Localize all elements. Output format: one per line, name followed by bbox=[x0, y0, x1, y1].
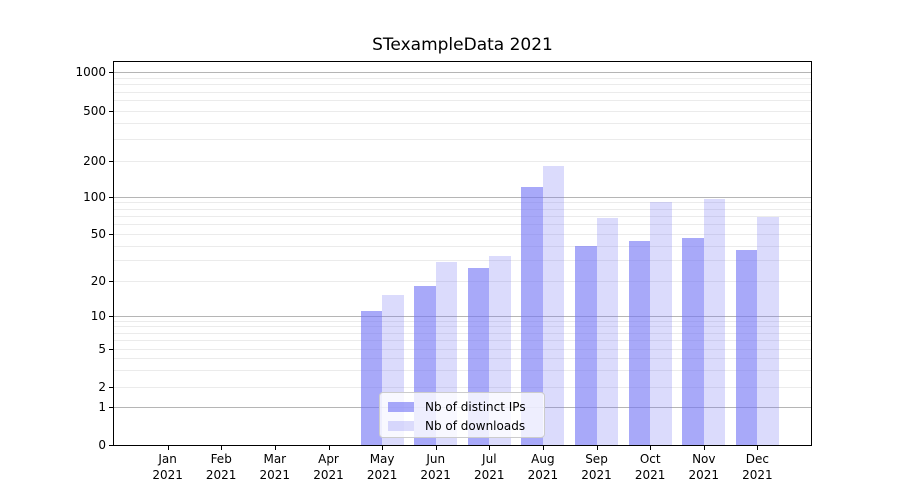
legend-row: Nb of distinct IPs bbox=[388, 397, 536, 416]
y-tick-label-20: 20 bbox=[90, 274, 106, 288]
y-tick-mark bbox=[109, 281, 113, 282]
bar-nb-of-downloads-nov bbox=[703, 199, 726, 445]
y-tick-label-1000: 1000 bbox=[75, 64, 106, 79]
bar-nb-of-downloads-oct bbox=[650, 202, 672, 445]
x-tick-label-feb-2021: Feb 2021 bbox=[205, 452, 237, 482]
x-tick-label-aug-2021: Aug 2021 bbox=[527, 452, 559, 482]
gridline-minor bbox=[114, 281, 811, 282]
x-tick-label-oct-2021: Oct 2021 bbox=[634, 452, 666, 482]
y-tick-mark bbox=[109, 160, 113, 162]
legend-swatch-distinct-ips bbox=[388, 401, 414, 412]
x-tick-label-mar-2021: Mar 2021 bbox=[259, 452, 291, 482]
y-tick-mark bbox=[109, 445, 113, 446]
bar-nb-of-downloads-dec bbox=[757, 216, 779, 445]
x-tick-mark bbox=[328, 446, 330, 450]
legend-label-downloads: Nb of downloads bbox=[425, 418, 526, 433]
bar-nb-of-downloads-aug bbox=[542, 166, 565, 445]
gridline-minor bbox=[114, 224, 811, 226]
y-tick-mark bbox=[109, 234, 113, 236]
x-tick-label-jul-2021: Jul 2021 bbox=[474, 452, 505, 482]
y-tick-label-200: 200 bbox=[83, 153, 106, 168]
x-tick-label-jan-2021: Jan 2021 bbox=[152, 452, 183, 482]
x-tick-mark bbox=[757, 446, 759, 450]
x-tick-mark bbox=[274, 446, 276, 450]
bar-nb-of-distinct-ips-may bbox=[360, 310, 383, 445]
gridline-minor bbox=[114, 349, 811, 350]
x-tick-mark bbox=[650, 446, 652, 450]
y-tick-label-2: 2 bbox=[98, 379, 106, 394]
x-tick-mark bbox=[382, 446, 384, 450]
gridline-minor bbox=[114, 84, 811, 86]
gridline-minor bbox=[114, 245, 811, 247]
bar-nb-of-distinct-ips-oct bbox=[628, 240, 651, 445]
bar-nb-of-distinct-ips-nov bbox=[682, 237, 704, 445]
gridline-minor bbox=[114, 358, 811, 360]
x-tick-mark bbox=[703, 446, 705, 450]
legend-label-distinct-ips: Nb of distinct IPs bbox=[425, 399, 526, 414]
gridline-major bbox=[114, 71, 811, 73]
y-tick-mark bbox=[109, 110, 113, 112]
x-tick-mark bbox=[489, 446, 491, 450]
gridline-minor bbox=[114, 202, 811, 204]
gridline-minor bbox=[114, 100, 811, 102]
gridline-minor bbox=[114, 110, 811, 112]
gridline-minor bbox=[114, 91, 811, 93]
y-tick-label-1: 1 bbox=[98, 400, 106, 415]
gridline-minor bbox=[114, 160, 811, 162]
gridline-minor bbox=[114, 208, 811, 210]
gridline-minor bbox=[114, 386, 811, 388]
x-tick-label-jun-2021: Jun 2021 bbox=[420, 452, 451, 482]
legend-swatch-downloads bbox=[388, 420, 414, 431]
gridline-minor bbox=[114, 77, 811, 79]
y-tick-mark bbox=[109, 407, 113, 409]
chart-title: STexampleData 2021 bbox=[372, 35, 553, 55]
y-tick-mark bbox=[109, 315, 113, 317]
gridline-minor bbox=[114, 332, 811, 334]
x-tick-label-dec-2021: Dec 2021 bbox=[742, 452, 773, 482]
gridline-major bbox=[114, 196, 811, 198]
x-tick-mark bbox=[221, 446, 223, 450]
y-tick-label-5: 5 bbox=[98, 342, 106, 356]
x-tick-mark bbox=[167, 446, 169, 450]
bar-nb-of-downloads-sep bbox=[596, 218, 618, 445]
x-tick-label-sep-2021: Sep 2021 bbox=[581, 452, 612, 482]
gridline-minor bbox=[114, 234, 811, 236]
gridline-minor bbox=[114, 138, 811, 140]
bar-nb-of-distinct-ips-sep bbox=[575, 245, 597, 445]
bar-nb-of-distinct-ips-aug bbox=[521, 187, 543, 445]
gridline-major bbox=[114, 315, 811, 317]
y-tick-label-10: 10 bbox=[90, 308, 106, 323]
y-tick-label-500: 500 bbox=[83, 103, 106, 118]
plot-area bbox=[113, 61, 812, 446]
x-tick-mark bbox=[435, 446, 437, 450]
y-tick-mark bbox=[109, 386, 113, 388]
gridline-minor bbox=[114, 216, 811, 217]
gridline-minor bbox=[114, 260, 811, 262]
x-tick-label-nov-2021: Nov 2021 bbox=[688, 452, 720, 482]
legend-row: Nb of downloads bbox=[388, 416, 536, 435]
y-tick-label-0: 0 bbox=[98, 438, 106, 452]
x-tick-label-may-2021: May 2021 bbox=[366, 452, 398, 482]
y-tick-mark bbox=[109, 196, 113, 198]
gridline-minor bbox=[114, 326, 811, 328]
gridline-minor bbox=[114, 122, 811, 124]
y-tick-label-100: 100 bbox=[83, 189, 106, 204]
y-tick-mark bbox=[109, 349, 113, 350]
bar-nb-of-distinct-ips-dec bbox=[735, 249, 758, 445]
y-tick-label-50: 50 bbox=[90, 227, 106, 242]
x-tick-label-apr-2021: Apr 2021 bbox=[313, 452, 344, 482]
x-tick-mark bbox=[542, 446, 544, 450]
gridline-minor bbox=[114, 340, 811, 342]
gridline-minor bbox=[114, 320, 811, 322]
gridline-minor bbox=[114, 370, 811, 371]
y-tick-mark bbox=[109, 71, 113, 73]
x-tick-mark bbox=[596, 446, 598, 450]
legend: Nb of distinct IPs Nb of downloads bbox=[379, 392, 545, 438]
